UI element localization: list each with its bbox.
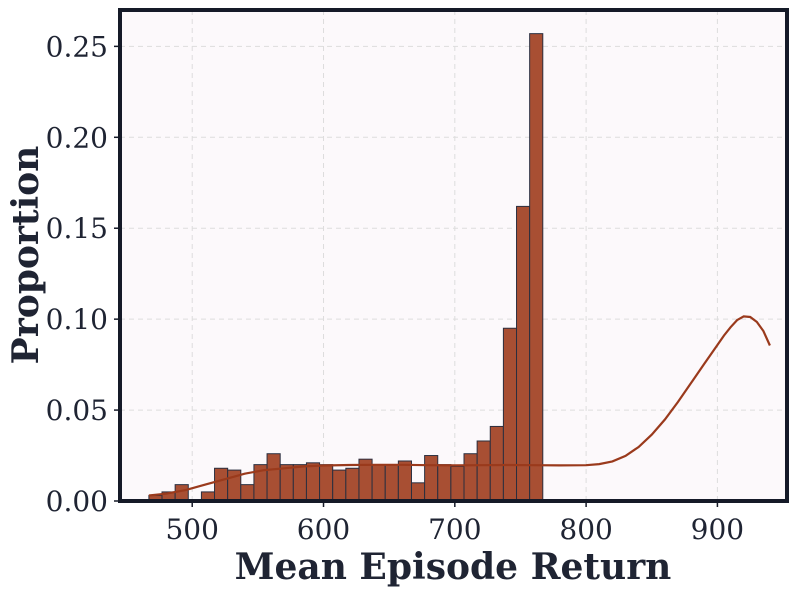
x-tick-label: 800 <box>559 513 612 546</box>
x-axis-ticks: 500 600 700 800 900 <box>165 501 744 546</box>
histogram-bar <box>384 464 399 502</box>
grid-lines <box>120 10 787 501</box>
y-axis-ticks: 0.00 0.05 0.10 0.15 0.20 0.25 <box>46 30 120 518</box>
histogram-bar <box>214 467 229 502</box>
histogram-bar <box>489 425 504 502</box>
x-tick-label: 600 <box>297 513 350 546</box>
x-tick-label: 700 <box>428 513 481 546</box>
histogram-bar <box>410 482 426 502</box>
histogram-bar <box>174 484 189 502</box>
histogram-bar <box>437 464 452 502</box>
histogram-bars <box>148 33 544 502</box>
y-tick-label: 0.10 <box>46 303 108 336</box>
x-tick-label: 900 <box>691 513 744 546</box>
y-tick-label: 0.15 <box>46 212 108 245</box>
y-tick-label: 0.05 <box>46 394 108 427</box>
histogram-bar <box>332 469 347 502</box>
y-tick-label: 0.20 <box>46 121 108 154</box>
kde-curve <box>148 315 771 497</box>
histogram-bar <box>345 467 360 502</box>
x-tick-label: 500 <box>165 513 218 546</box>
histogram-bar <box>424 455 439 502</box>
histogram-bar <box>266 453 281 502</box>
histogram-bar <box>463 453 478 502</box>
histogram-bar <box>502 327 518 502</box>
histogram-bar <box>279 464 294 502</box>
histogram-bar <box>305 462 321 502</box>
y-tick-label: 0.00 <box>46 485 108 518</box>
histogram-bar <box>529 33 544 502</box>
histogram-bar <box>371 464 386 502</box>
histogram-bar <box>292 464 307 502</box>
y-axis-title: Proportion <box>5 146 47 365</box>
histogram-bar <box>397 460 412 502</box>
histogram-bar <box>319 464 334 502</box>
histogram-bar <box>516 205 531 502</box>
x-axis-title: Mean Episode Return <box>235 546 672 588</box>
histogram-bar <box>240 484 255 502</box>
histogram-bar <box>476 440 491 502</box>
histogram-bar <box>450 465 465 502</box>
plot-frame <box>118 8 789 503</box>
y-tick-label: 0.25 <box>46 30 108 63</box>
plot-background <box>120 10 787 501</box>
